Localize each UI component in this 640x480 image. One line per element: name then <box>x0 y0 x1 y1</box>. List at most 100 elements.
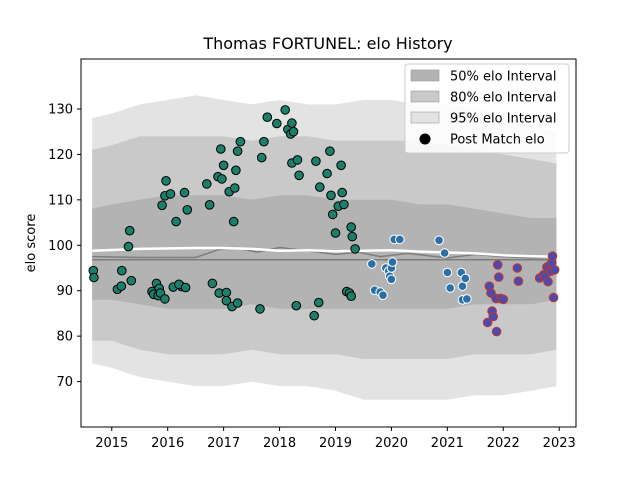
x-tick-label: 2021 <box>431 436 464 451</box>
x-tick-label: 2019 <box>319 436 352 451</box>
elo-point-purple <box>549 265 560 275</box>
elo-point-teal <box>207 278 218 289</box>
y-tick-label: 80 <box>56 330 73 345</box>
plot-frame <box>80 58 577 428</box>
elo-point-teal <box>216 144 226 154</box>
elo-point-purple <box>488 311 499 322</box>
legend-label: 50% elo Interval <box>450 70 557 85</box>
elo-point-teal <box>255 304 265 314</box>
elo-point-teal <box>171 216 181 227</box>
elo-point-teal <box>291 300 302 311</box>
post-match-points <box>88 105 560 337</box>
y-tick-label: 130 <box>48 102 73 117</box>
x-tick-label: 2022 <box>487 436 520 451</box>
plot-area <box>88 95 560 400</box>
legend-label: 80% elo Interval <box>450 91 557 106</box>
expected-elo-line <box>92 246 557 258</box>
elo-point-teal <box>322 168 332 179</box>
elo-point-teal <box>315 182 325 192</box>
y-tick-label: 110 <box>48 193 73 208</box>
elo-point-teal <box>165 189 176 199</box>
y-axis-label: elo score <box>24 214 39 273</box>
elo-point-blue <box>434 235 444 246</box>
elo-point-blue <box>367 259 377 269</box>
elo-point-teal <box>230 183 240 193</box>
elo-point-teal <box>232 146 243 156</box>
elo-point-teal <box>218 160 229 171</box>
elo-point-blue <box>439 248 450 258</box>
elo-point-purple <box>513 276 524 287</box>
elo-point-teal <box>336 160 346 171</box>
elo-point-purple <box>547 251 558 262</box>
elo-point-teal <box>228 216 239 227</box>
elo-point-teal <box>180 282 191 293</box>
legend-marker-swatch <box>419 133 431 145</box>
elo-point-teal <box>124 225 135 236</box>
x-tick-label: 2020 <box>375 436 408 451</box>
elo-point-teal <box>204 200 215 210</box>
elo-point-blue <box>462 294 472 304</box>
chart-title: Thomas FORTUNEL: elo History <box>202 34 452 53</box>
elo-point-teal <box>313 297 324 308</box>
elo-point-purple <box>491 326 502 337</box>
elo-point-teal <box>161 176 171 186</box>
legend: 50% elo Interval 80% elo Interval 95% elo … <box>404 63 570 154</box>
elo-point-teal <box>157 200 167 211</box>
elo-point-teal <box>256 152 267 163</box>
elo-point-teal <box>272 118 282 129</box>
elo-point-teal <box>325 146 335 156</box>
legend-box <box>404 63 570 154</box>
y-tick-label: 70 <box>56 375 73 390</box>
elo-point-teal <box>326 190 336 201</box>
elo-point-teal <box>292 155 303 165</box>
band-50 <box>92 195 557 309</box>
elo-point-teal <box>221 295 232 306</box>
y-tick-label: 120 <box>48 148 73 163</box>
elo-point-teal <box>202 179 212 189</box>
legend-swatch-band95 <box>410 111 440 124</box>
legend-label: 95% elo Interval <box>450 112 557 127</box>
elo-point-teal <box>350 244 360 254</box>
elo-point-blue <box>387 257 398 267</box>
elo-point-teal <box>235 136 246 147</box>
elo-point-teal <box>346 291 357 302</box>
elo-point-purple <box>492 260 503 270</box>
elo-point-purple <box>543 276 553 287</box>
elo-point-teal <box>116 281 127 292</box>
elo-point-teal <box>231 165 241 176</box>
elo-point-teal <box>327 209 338 220</box>
elo-point-teal <box>294 170 304 181</box>
elo-point-teal <box>179 187 190 198</box>
x-tick-label: 2023 <box>543 436 576 451</box>
y-axis-ticks: 70 80 90 100 110 120 130 <box>48 102 81 390</box>
elo-point-blue <box>460 273 471 284</box>
elo-point-teal <box>182 205 193 215</box>
elo-point-purple <box>512 263 523 273</box>
elo-point-teal <box>160 294 170 304</box>
y-tick-label: 90 <box>56 284 73 299</box>
elo-point-blue <box>442 267 453 278</box>
elo-point-blue <box>395 234 405 245</box>
elo-point-teal <box>311 156 321 166</box>
elo-point-teal <box>126 275 137 286</box>
elo-point-teal <box>259 136 269 147</box>
y-tick-label: 100 <box>48 239 73 254</box>
x-tick-label: 2016 <box>151 436 184 451</box>
elo-point-teal <box>123 241 134 252</box>
legend-label: Post Match elo <box>450 133 545 148</box>
elo-point-teal <box>309 310 320 321</box>
elo-point-teal <box>280 105 291 115</box>
elo-point-teal <box>330 228 341 238</box>
elo-point-blue <box>378 290 388 301</box>
elo-point-purple <box>482 317 493 328</box>
elo-point-purple <box>498 294 509 305</box>
elo-point-teal <box>117 265 127 276</box>
elo-point-purple <box>548 292 559 303</box>
elo-point-teal <box>89 272 99 283</box>
x-axis-ticks: 2015 2016 2017 2018 2019 2020 2021 2022 2023 <box>95 427 576 451</box>
legend-swatch-band50 <box>410 69 440 82</box>
elo-point-teal <box>337 187 348 198</box>
elo-point-purple <box>494 272 504 282</box>
x-tick-label: 2018 <box>263 436 296 451</box>
